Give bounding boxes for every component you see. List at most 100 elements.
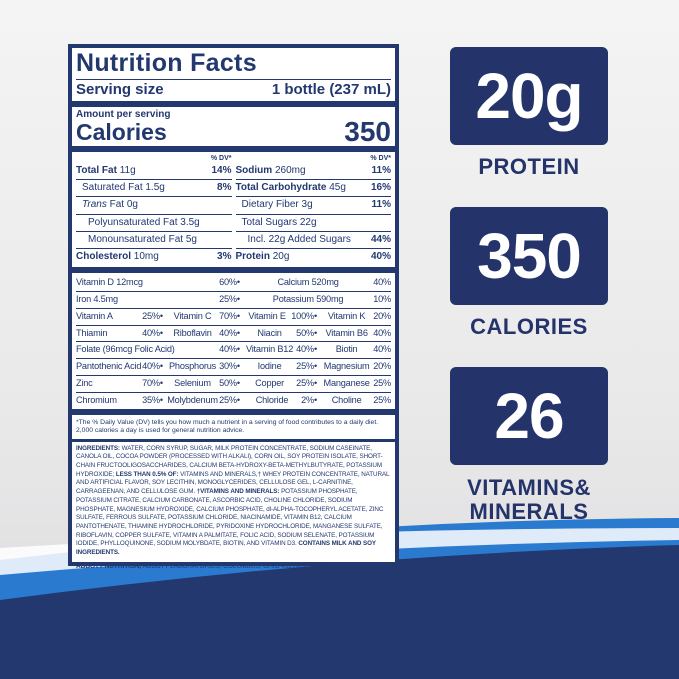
nutrient-name: Incl. 22g Added Sugars xyxy=(236,232,351,248)
manufacturer: ABBOTT NUTRITION, ABBOTT LABORATORIES, C… xyxy=(76,563,391,572)
calories-label: Calories xyxy=(76,119,167,145)
bullet: • xyxy=(236,294,240,305)
vitamin-name: Vitamin A xyxy=(76,310,113,321)
nutrient-amount: Fat 0g xyxy=(109,199,138,211)
vitamin-dv: 60% xyxy=(219,277,237,288)
nutrient-name: Total Fat 11g xyxy=(76,163,136,179)
manufacturer-address: ABBOTT LABORATORIES, COLUMBUS, OHIO 4321… xyxy=(142,562,331,570)
vitamin-name: Calcium 520mg xyxy=(277,277,339,288)
nutrient-label: Total Fat xyxy=(76,165,117,176)
divider xyxy=(72,146,395,152)
vitamin-name: Chromium xyxy=(76,394,117,405)
vitamin-name: Potassium 590mg xyxy=(272,294,344,305)
bullet: • xyxy=(313,310,317,321)
vitamin-name: Molybdenum xyxy=(167,394,218,405)
vitamin-item: Vitamin D 12mcg 60% xyxy=(76,275,237,291)
protein-label: PROTEIN xyxy=(478,154,580,179)
vitamin-name: Riboflavin xyxy=(173,327,212,338)
vitamin-row: Iron 4.5mg 25% • Potassium 590mg 10% xyxy=(76,291,391,308)
footnote: *The % Daily Value (DV) tells you how mu… xyxy=(76,418,379,435)
vitamin-dv: 70% xyxy=(142,378,160,388)
vitamin-item: • Vitamin B6 40% xyxy=(314,326,391,342)
nutrient-dv: 14% xyxy=(211,165,232,176)
vitamin-name: Vitamin D 12mcg xyxy=(76,277,143,288)
ingredients-text: WATER, CORN SYRUP, SUGAR, MILK PROTEIN C… xyxy=(76,444,383,478)
vitamin-name: Chloride xyxy=(255,394,289,405)
nutrient-dv: 16% xyxy=(370,182,391,194)
vitamin-name: Vitamin B12 xyxy=(245,344,294,355)
vitamin-dv: 10% xyxy=(373,294,391,305)
vitamin-item: • Riboflavin 40% xyxy=(160,326,237,342)
ingredients-heading: INGREDIENTS: xyxy=(76,444,120,452)
vitamin-item: Folate (96mcg Folic Acid) 40% xyxy=(76,342,237,358)
bullet: • xyxy=(159,310,163,321)
vitamin-row: Pantothenic Acid 40% • Phosphorus 30% • Iodi… xyxy=(76,358,391,375)
vitamin-item: Vitamin A 25% xyxy=(76,309,160,325)
vitamin-item: • Chloride 2% xyxy=(237,393,314,409)
vitamin-dv: 20% xyxy=(373,361,391,372)
label-title: Nutrition Facts xyxy=(76,49,257,77)
vitamin-item: • Calcium 520mg 40% xyxy=(237,275,391,291)
vitamin-item: Chromium 35% xyxy=(76,393,160,409)
nutrient-row: Polyunsaturated Fat 3.5g xyxy=(76,213,232,231)
vitamin-row: Thiamin 40% • Riboflavin 40% • Niacin 50% • Vi… xyxy=(76,324,391,342)
nutrient-label: Sodium xyxy=(235,165,273,176)
vitamin-name: Biotin xyxy=(335,344,358,355)
divider xyxy=(72,267,395,274)
vitamins-minerals-heading: †VITAMINS AND MINERALS: xyxy=(196,488,280,496)
bullet: • xyxy=(159,327,163,338)
vitamin-name: Pantothenic Acid xyxy=(76,361,142,372)
vitamin-dv: 30% xyxy=(219,361,237,372)
vitamin-item: Iron 4.5mg 25% xyxy=(76,292,237,308)
vitamin-name: Iodine xyxy=(257,361,282,372)
nutrient-name: Saturated Fat 1.5g xyxy=(76,180,165,196)
serving-label: Serving size xyxy=(76,81,164,98)
nutrient-label: Total Sugars xyxy=(241,216,298,228)
nutrient-amount: 20g xyxy=(272,251,290,263)
vitamin-name: Folate (96mcg Folic Acid) xyxy=(76,344,175,355)
vitamin-dv: 25% xyxy=(142,310,160,321)
nutrient-row: Incl. 22g Added Sugars 44% xyxy=(235,230,391,248)
nutrient-dv: 44% xyxy=(370,233,391,245)
vitamin-item: • Molybdenum 25% xyxy=(160,393,237,409)
bullet: • xyxy=(236,394,240,405)
calories-label: CALORIES xyxy=(470,314,588,339)
vitamin-item: • Niacin 50% xyxy=(237,326,314,342)
calories-value: 350 xyxy=(344,116,391,147)
nutrient-dv: 3% xyxy=(217,251,232,263)
vitamin-item: • Selenium 50% xyxy=(160,376,237,392)
serving-value: 1 bottle (237 mL) xyxy=(271,81,391,98)
vitamin-name: Vitamin C xyxy=(173,310,212,321)
nutrient-label: Protein xyxy=(235,251,270,263)
nutrient-amount: 45g xyxy=(329,182,346,194)
bullet: • xyxy=(159,394,163,405)
vitamin-dv: 25% xyxy=(219,294,237,305)
vitamin-row: Zinc 70% • Selenium 50% • Copper 25% • Mangane… xyxy=(76,375,391,392)
vitamin-dv: 40% xyxy=(373,277,391,288)
nutrients-left-column: % DV* Total Fat 11g 14% Saturated Fat 1.5g 8… xyxy=(76,154,232,265)
bullet: • xyxy=(313,394,317,405)
amount-per-serving: Amount per serving xyxy=(76,109,171,120)
vitamin-name: Niacin xyxy=(257,327,282,338)
vitamins-label: VITAMINS& xyxy=(467,475,591,500)
vitamin-name: Copper xyxy=(255,378,285,388)
manufacturer-name: ABBOTT NUTRITION, xyxy=(76,562,142,570)
nutrient-name: Total Carbohydrate 45g xyxy=(236,180,346,196)
vitamin-dv: 25% xyxy=(219,394,237,405)
vitamin-dv: 40% xyxy=(373,327,391,338)
nutrient-row: Total Carbohydrate 45g 16% xyxy=(235,179,391,196)
vitamin-dv: 40% xyxy=(296,344,314,355)
vitamin-dv: 35% xyxy=(142,394,160,405)
vitamin-item: • Iodine 25% xyxy=(237,359,314,375)
nutrient-amount: 3g xyxy=(301,199,313,211)
vitamin-dv: 100% xyxy=(291,310,314,321)
vitamin-name: Phosphorus xyxy=(168,361,217,372)
nutrient-amount: 5g xyxy=(185,233,197,245)
bullet: • xyxy=(236,344,240,355)
vitamin-row: Folate (96mcg Folic Acid) 40% • Vitamin B1… xyxy=(76,341,391,358)
nutrient-row: Dietary Fiber 3g 11% xyxy=(235,196,391,213)
nutrient-dv: 11% xyxy=(371,199,391,211)
bullet: • xyxy=(313,361,317,372)
minerals-label: MINERALS xyxy=(469,499,589,524)
dv-header: % DV* xyxy=(370,155,391,162)
